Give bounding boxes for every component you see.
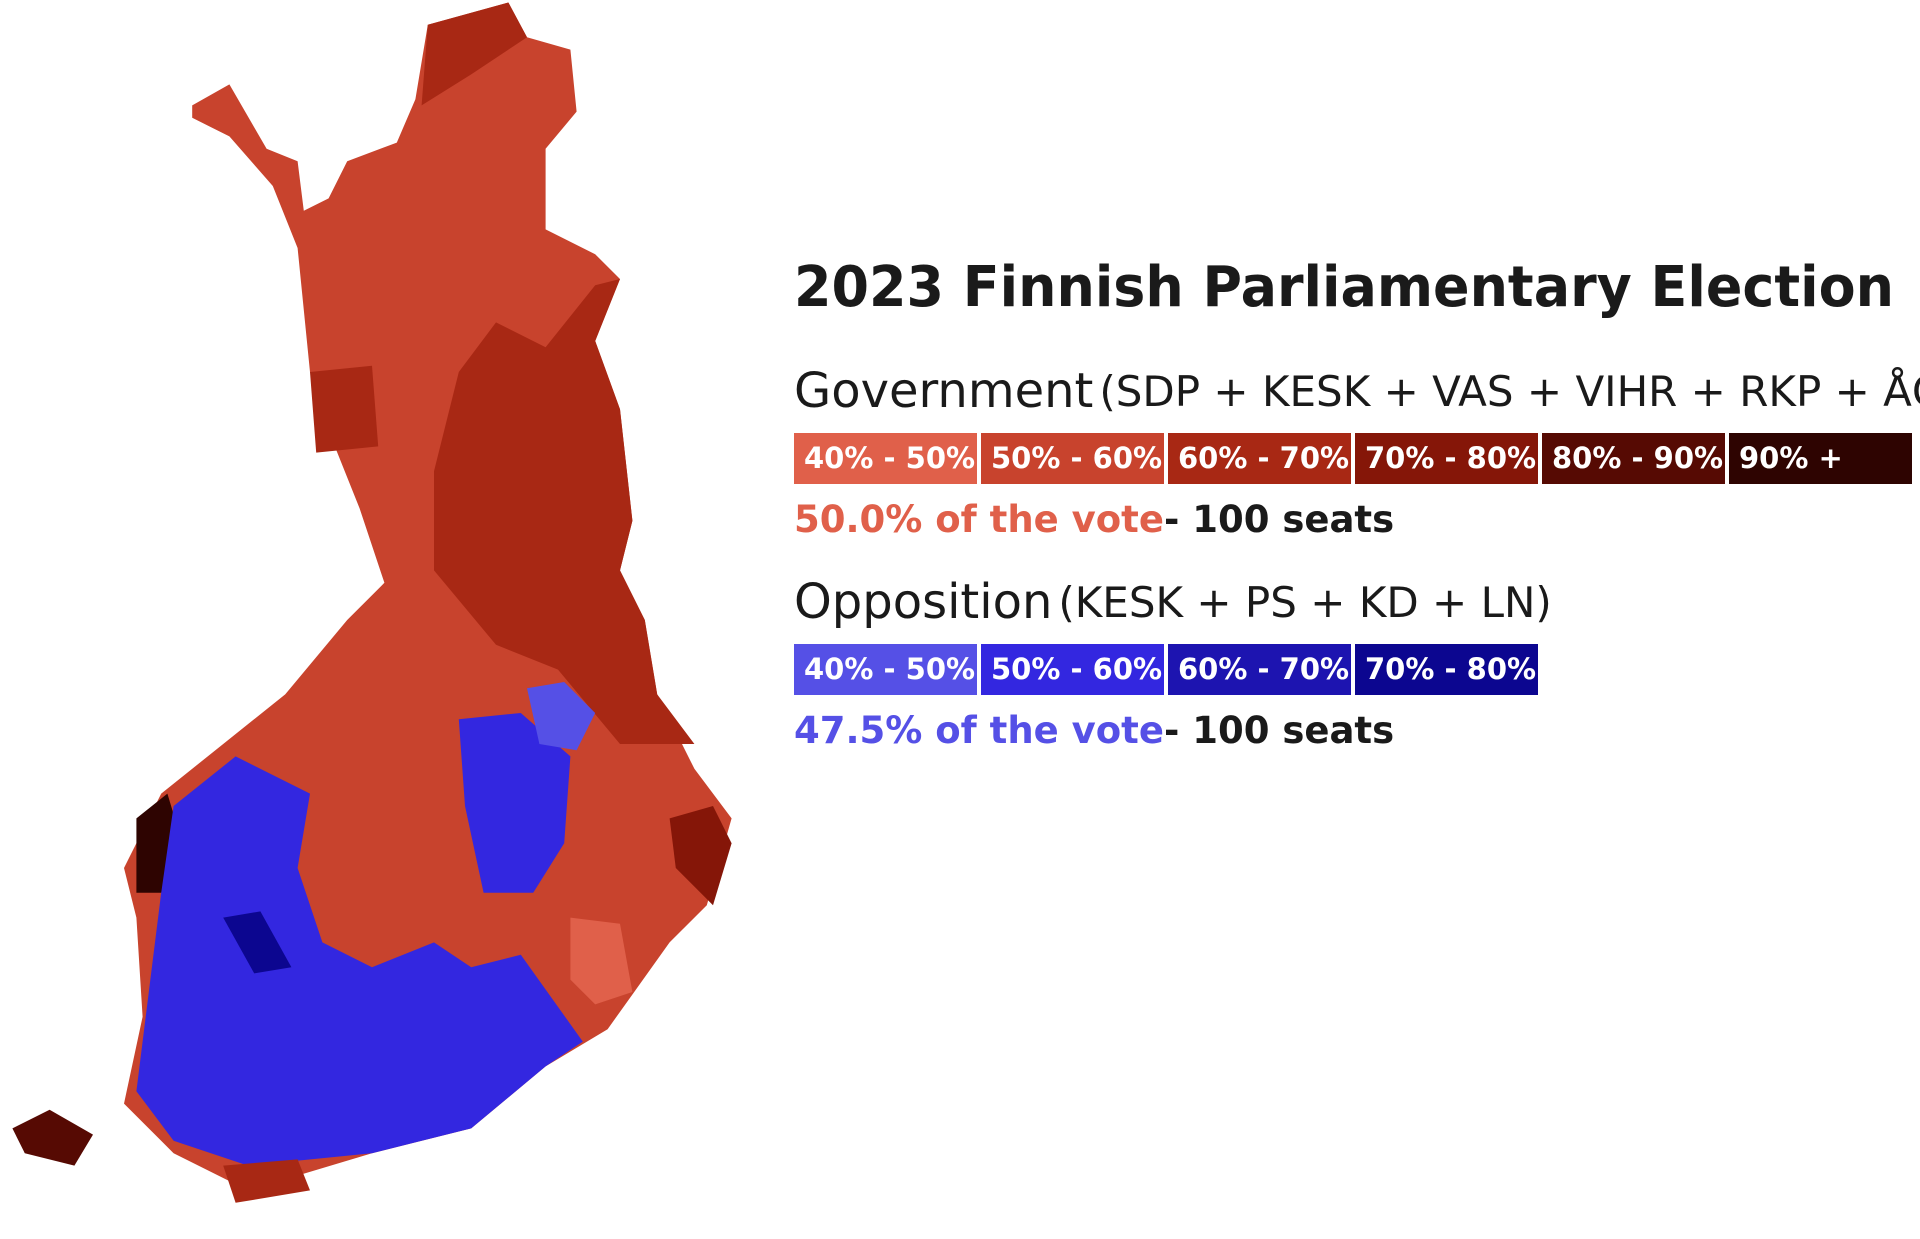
map-region <box>527 682 596 751</box>
seat-count: - 100 seats <box>1164 709 1394 752</box>
legend-swatch <box>1168 433 1351 484</box>
legend-swatch <box>1355 644 1538 695</box>
legend-swatch <box>794 433 977 484</box>
map-region <box>223 1159 310 1203</box>
map-region <box>310 365 379 453</box>
bloc-parties: (KESK + PS + KD + LN) <box>1058 578 1551 627</box>
map <box>12 2 732 1203</box>
bloc-heading: Opposition (KESK + PS + KD + LN) <box>794 574 1552 630</box>
vote-summary: 50.0% of the vote- 100 seats <box>794 498 1394 541</box>
map-region <box>669 806 732 906</box>
seat-count: - 100 seats <box>1164 498 1394 541</box>
title: 2023 Finnish Parliamentary Election <box>794 255 1894 320</box>
bloc-heading: Government (SDP + KESK + VAS + VIHR + RKP… <box>794 363 1920 419</box>
legend-swatch <box>981 433 1164 484</box>
legend-label: 70% - 80% <box>1365 441 1536 475</box>
map-region <box>434 279 695 744</box>
map-region <box>458 713 571 893</box>
legend-label: 40% - 50% <box>804 652 975 686</box>
map-region <box>421 2 527 106</box>
legend-label: 60% - 70% <box>1178 652 1349 686</box>
map-region <box>12 1109 93 1166</box>
legend-swatch <box>1168 644 1351 695</box>
vote-share: 50.0% of the vote <box>794 498 1164 541</box>
map-region <box>136 756 583 1166</box>
bloc-name: Opposition <box>794 574 1052 630</box>
map-region <box>223 911 292 974</box>
legend-swatch <box>981 644 1164 695</box>
legend-swatch <box>794 644 977 695</box>
vote-summary: 47.5% of the vote- 100 seats <box>794 709 1394 752</box>
legend-label: 80% - 90% <box>1552 441 1723 475</box>
legend-label: 50% - 60% <box>991 441 1162 475</box>
legend-label: 60% - 70% <box>1178 441 1349 475</box>
legend-label: 50% - 60% <box>991 652 1162 686</box>
map-region <box>570 917 633 1005</box>
legend-swatch <box>1729 433 1912 484</box>
legend-label: 70% - 80% <box>1365 652 1536 686</box>
legend-label: 40% - 50% <box>804 441 975 475</box>
legend-swatch <box>1542 433 1725 484</box>
legend-swatch <box>1355 433 1538 484</box>
bloc-parties: (SDP + KESK + VAS + VIHR + RKP + ÅC) <box>1099 366 1920 416</box>
bloc-name: Government <box>794 363 1093 419</box>
legend-label: 90% + <box>1739 441 1843 475</box>
vote-share: 47.5% of the vote <box>794 709 1164 752</box>
